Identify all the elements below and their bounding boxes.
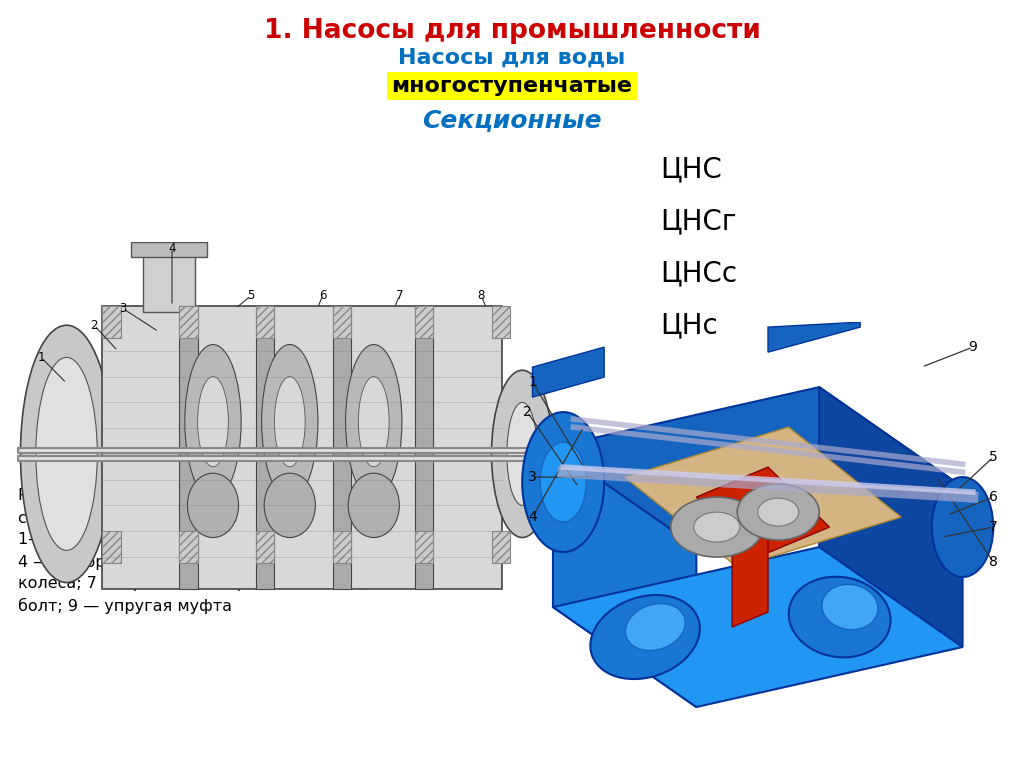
Text: 7: 7 — [395, 289, 403, 302]
Ellipse shape — [507, 403, 538, 505]
Text: болт; 9 — упругая муфта: болт; 9 — упругая муфта — [18, 598, 232, 614]
Text: 9: 9 — [969, 340, 977, 354]
Ellipse shape — [20, 325, 113, 583]
Text: ЦНс: ЦНс — [660, 311, 718, 339]
Ellipse shape — [492, 370, 553, 538]
Ellipse shape — [198, 377, 228, 467]
Bar — [102, 306, 121, 338]
Text: 4: 4 — [168, 242, 176, 255]
Bar — [256, 306, 274, 589]
Text: 3: 3 — [119, 302, 127, 315]
Text: 2: 2 — [523, 405, 531, 419]
Text: 4 — напор-ный патрубок; 5 — секции; 6 — рабочие: 4 — напор-ный патрубок; 5 — секции; 6 — … — [18, 554, 453, 570]
Ellipse shape — [541, 442, 586, 522]
Text: 2: 2 — [90, 319, 98, 332]
Text: 5: 5 — [247, 289, 255, 302]
Text: 7: 7 — [989, 520, 997, 534]
Text: 8: 8 — [477, 289, 485, 302]
Polygon shape — [732, 497, 768, 627]
Ellipse shape — [348, 473, 399, 538]
Polygon shape — [553, 447, 696, 707]
Polygon shape — [696, 467, 829, 557]
Bar — [415, 306, 433, 338]
Text: 4: 4 — [528, 510, 537, 524]
Text: колеса; 7 — крышка камеры всасывания; 8 — стяжной: колеса; 7 — крышка камеры всасывания; 8 … — [18, 576, 484, 591]
Bar — [179, 306, 198, 338]
Ellipse shape — [274, 377, 305, 467]
Text: ЦНС: ЦНС — [660, 155, 722, 183]
Ellipse shape — [358, 377, 389, 467]
Ellipse shape — [264, 473, 315, 538]
Polygon shape — [768, 322, 860, 352]
Bar — [492, 306, 510, 338]
Bar — [102, 531, 121, 563]
Ellipse shape — [737, 484, 819, 540]
Polygon shape — [819, 387, 963, 647]
Text: 9: 9 — [574, 357, 583, 370]
Text: 6: 6 — [318, 289, 327, 302]
Ellipse shape — [262, 344, 318, 499]
Polygon shape — [625, 427, 901, 567]
Ellipse shape — [591, 595, 699, 679]
Polygon shape — [553, 387, 963, 547]
Ellipse shape — [822, 584, 878, 630]
Ellipse shape — [187, 473, 239, 538]
Ellipse shape — [184, 344, 242, 499]
Bar — [131, 242, 207, 257]
Bar — [492, 531, 510, 563]
Bar — [143, 242, 195, 312]
Ellipse shape — [522, 412, 604, 552]
Text: 1. Насосы для промышленности: 1. Насосы для промышленности — [263, 18, 761, 44]
Text: 8: 8 — [989, 555, 997, 569]
Text: 3: 3 — [528, 470, 537, 484]
Bar — [333, 531, 351, 563]
Text: Насосы для воды: Насосы для воды — [398, 48, 626, 68]
Bar — [179, 306, 198, 589]
Polygon shape — [553, 547, 963, 707]
Ellipse shape — [626, 604, 685, 650]
Text: Рис. Продольный разрез многоступенчатого насоса: Рис. Продольный разрез многоступенчатого… — [18, 488, 461, 503]
Polygon shape — [532, 347, 604, 397]
Ellipse shape — [694, 512, 739, 542]
Ellipse shape — [36, 357, 97, 551]
Bar — [102, 306, 502, 589]
Bar — [179, 531, 198, 563]
Text: 5: 5 — [989, 450, 997, 464]
Ellipse shape — [345, 344, 402, 499]
Bar — [333, 306, 351, 338]
Text: Секционные: Секционные — [422, 108, 602, 132]
Bar — [256, 531, 274, 563]
Text: 1— корпус подшипников; 2 — сальник; 3 — гидропята;: 1— корпус подшипников; 2 — сальник; 3 — … — [18, 532, 488, 547]
Ellipse shape — [671, 497, 763, 557]
Text: секционного типа: секционного типа — [18, 510, 172, 525]
Text: ЦНСс: ЦНСс — [660, 259, 737, 287]
Text: 1: 1 — [37, 351, 45, 364]
Text: 1: 1 — [528, 375, 537, 389]
Bar — [415, 531, 433, 563]
Ellipse shape — [932, 477, 993, 577]
Bar — [256, 306, 274, 338]
Ellipse shape — [758, 498, 799, 526]
Bar — [333, 306, 351, 589]
Text: 6: 6 — [989, 490, 997, 504]
Text: многоступенчатые: многоступенчатые — [391, 76, 633, 96]
Bar — [415, 306, 433, 589]
Text: ЦНСг: ЦНСг — [660, 207, 736, 235]
Ellipse shape — [788, 577, 891, 657]
